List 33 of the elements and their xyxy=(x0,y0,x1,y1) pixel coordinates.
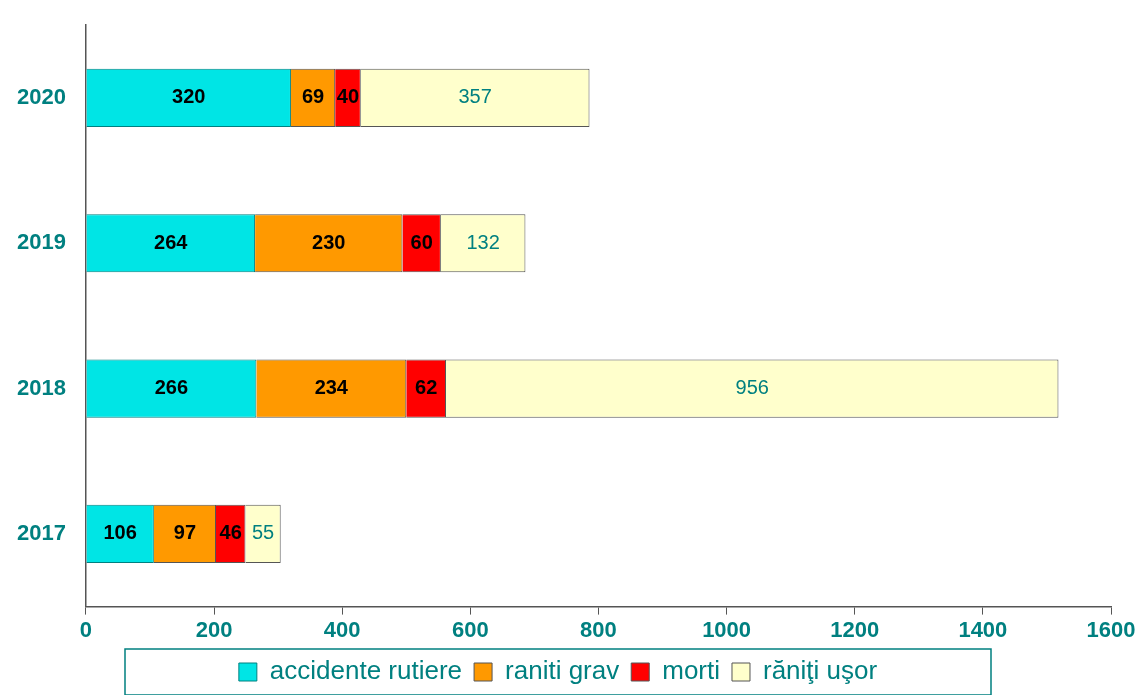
data-label: 69 xyxy=(301,85,325,108)
data-label: 357 xyxy=(458,85,492,108)
x-tick-label: 1600 xyxy=(1086,616,1136,642)
data-label: 62 xyxy=(415,376,438,399)
y-tick-label: 2018 xyxy=(16,374,66,400)
x-tick-label: 1200 xyxy=(830,616,880,642)
x-tick-label: 0 xyxy=(79,616,93,642)
data-label: 106 xyxy=(103,521,137,544)
x-tick-label: 600 xyxy=(451,616,489,642)
x-tick-label: 1000 xyxy=(702,616,752,642)
legend-label: accidente rutiere xyxy=(269,655,463,686)
x-tick-label: 1400 xyxy=(958,616,1008,642)
data-label: 55 xyxy=(251,521,275,544)
data-label: 46 xyxy=(219,521,242,544)
data-label: 97 xyxy=(173,521,197,544)
data-label: 40 xyxy=(336,85,360,108)
y-tick-label: 2017 xyxy=(16,519,66,545)
data-label: 234 xyxy=(314,376,349,399)
data-label: 320 xyxy=(172,85,206,108)
data-label: 956 xyxy=(735,376,769,399)
y-tick-label: 2019 xyxy=(16,229,66,255)
x-tick-label: 800 xyxy=(580,616,617,642)
data-label: 132 xyxy=(466,230,500,253)
legend-label: morti xyxy=(662,655,720,686)
data-label: 60 xyxy=(410,230,433,253)
legend-label: raniti grav xyxy=(505,655,620,686)
data-label: 264 xyxy=(154,230,189,253)
x-tick-label: 400 xyxy=(323,616,361,642)
data-label: 266 xyxy=(154,376,189,399)
data-label: 230 xyxy=(312,230,346,253)
y-tick-label: 2020 xyxy=(16,83,66,109)
x-tick-label: 200 xyxy=(195,616,233,642)
legend-label: răniţi uşor xyxy=(763,655,878,686)
